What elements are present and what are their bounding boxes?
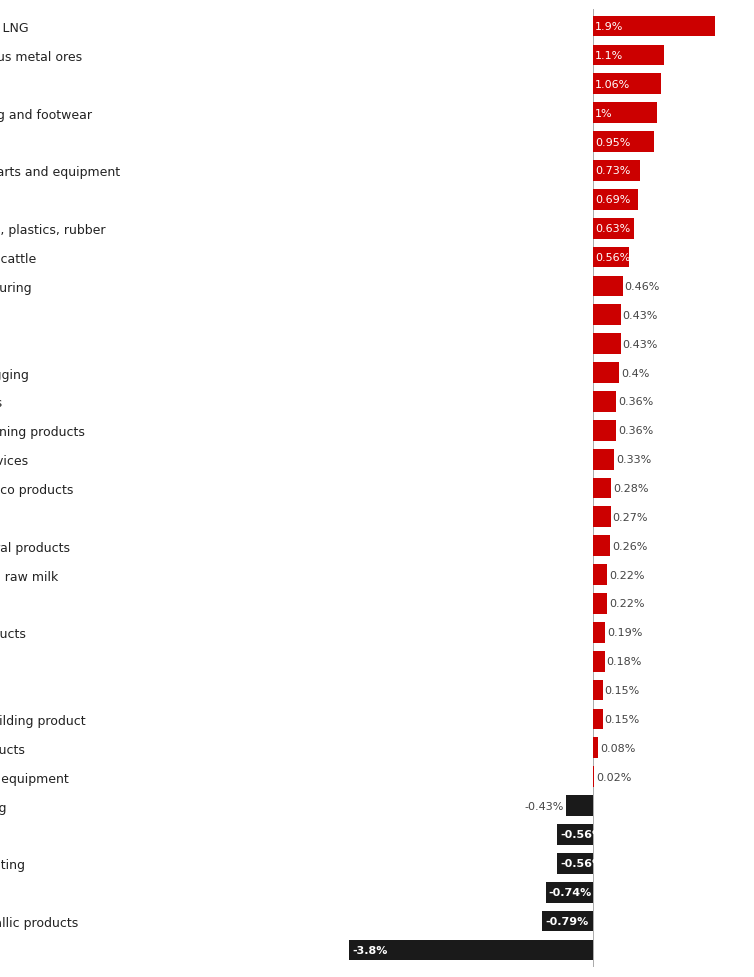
Text: -0.74%: -0.74% (549, 887, 592, 897)
Bar (593, 17, 716, 37)
Text: 0.43%: 0.43% (623, 311, 658, 320)
Bar (593, 565, 607, 585)
Text: 0.56%: 0.56% (595, 253, 630, 263)
Bar (593, 104, 657, 124)
Bar (593, 392, 616, 412)
Text: -3.8%: -3.8% (352, 945, 388, 955)
Text: -0.56%: -0.56% (560, 829, 603, 839)
Bar (557, 853, 593, 873)
Bar (593, 593, 607, 615)
Text: 0.22%: 0.22% (609, 570, 645, 580)
Text: 0.19%: 0.19% (607, 627, 642, 638)
Text: 0.63%: 0.63% (595, 224, 630, 234)
Text: 0.73%: 0.73% (595, 166, 630, 176)
Bar (542, 911, 593, 931)
Text: 0.02%: 0.02% (596, 772, 632, 782)
Bar (593, 46, 664, 66)
Bar (593, 132, 654, 152)
Text: 0.95%: 0.95% (595, 138, 630, 148)
Bar (546, 882, 593, 903)
Text: 0.36%: 0.36% (618, 397, 654, 407)
Bar (593, 276, 623, 297)
Bar (593, 767, 594, 787)
Text: 0.26%: 0.26% (611, 541, 647, 551)
Bar (557, 825, 593, 845)
Bar (593, 478, 611, 499)
Bar (593, 651, 605, 672)
Text: 0.69%: 0.69% (595, 195, 630, 205)
Bar (593, 305, 621, 326)
Text: -0.79%: -0.79% (546, 916, 589, 926)
Text: 0.15%: 0.15% (605, 686, 640, 696)
Text: 0.43%: 0.43% (623, 339, 658, 350)
Text: 0.33%: 0.33% (616, 454, 651, 465)
Text: -0.43%: -0.43% (524, 801, 563, 811)
Text: 0.36%: 0.36% (618, 426, 654, 436)
Bar (593, 219, 633, 239)
Bar (349, 940, 593, 960)
Text: 0.08%: 0.08% (600, 743, 636, 753)
Bar (593, 161, 640, 182)
Bar (593, 535, 610, 557)
Text: 1%: 1% (595, 108, 613, 118)
Bar (593, 190, 638, 210)
Text: 0.28%: 0.28% (613, 484, 648, 493)
Bar (593, 420, 616, 442)
Bar (593, 449, 615, 470)
Text: -0.56%: -0.56% (560, 859, 603, 869)
Bar (593, 334, 621, 355)
Text: 0.18%: 0.18% (607, 657, 642, 666)
Text: 0.46%: 0.46% (624, 281, 660, 291)
Bar (593, 709, 602, 730)
Text: 0.15%: 0.15% (605, 714, 640, 724)
Text: 1.06%: 1.06% (595, 80, 630, 90)
Bar (593, 622, 605, 643)
Bar (593, 680, 602, 701)
Bar (593, 247, 629, 268)
Bar (593, 362, 619, 384)
Text: 1.9%: 1.9% (595, 22, 624, 32)
Text: 0.22%: 0.22% (609, 599, 645, 609)
Text: 1.1%: 1.1% (595, 51, 624, 61)
Bar (566, 795, 593, 816)
Text: 0.27%: 0.27% (612, 512, 648, 523)
Text: 0.4%: 0.4% (621, 368, 649, 378)
Bar (593, 74, 661, 95)
Bar (593, 507, 611, 528)
Bar (593, 738, 598, 758)
